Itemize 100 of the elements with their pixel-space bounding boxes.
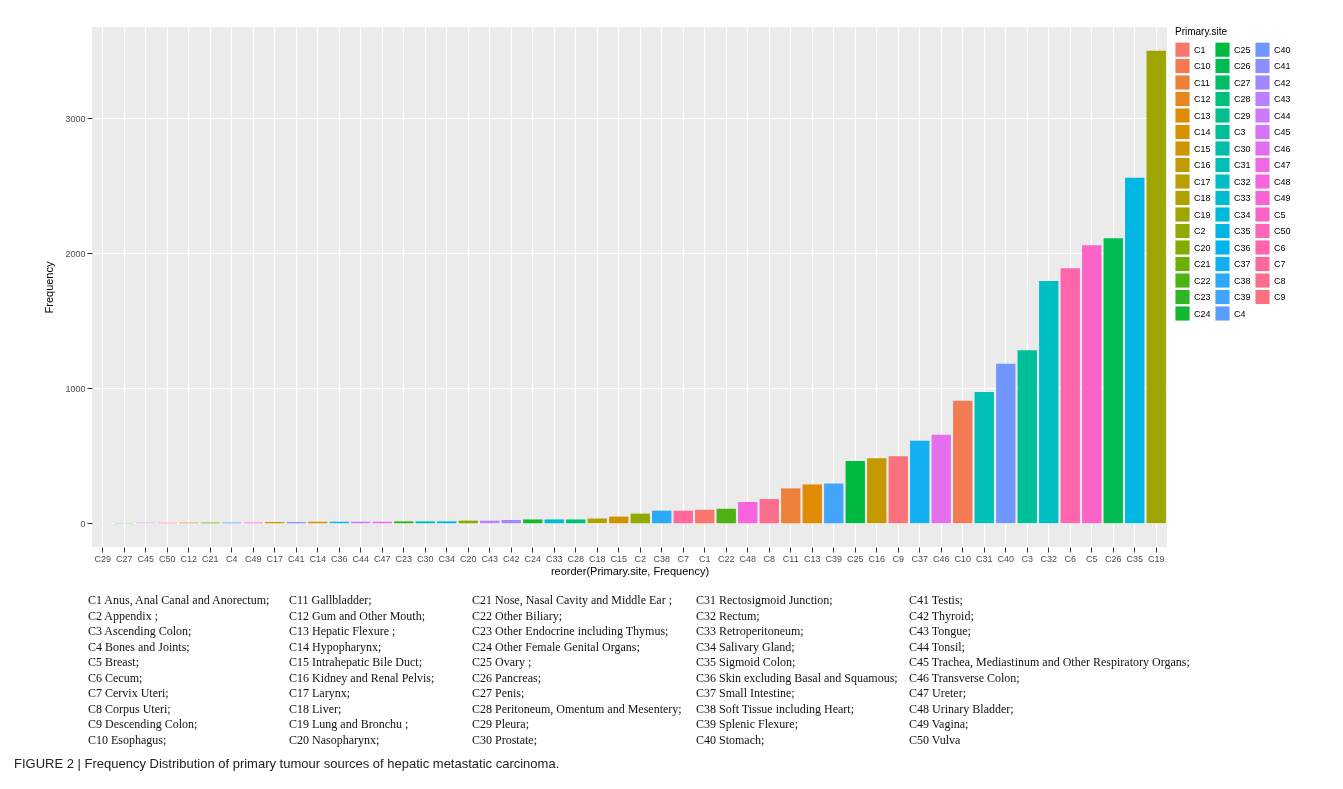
text: C37 Small Intestine;: [696, 686, 796, 702]
text: C50 Vulva: [909, 732, 962, 748]
text: C43 Tongue;: [909, 624, 972, 640]
x-tick-label: C8: [763, 553, 776, 564]
text: C11 Gallbladder;: [289, 593, 373, 609]
x-tick-label: C11: [782, 553, 799, 564]
legend-label: C10: [1194, 61, 1211, 71]
x-tick-label: C39: [825, 553, 843, 564]
text: C34 Salivary Gland;: [696, 639, 796, 655]
text: C23 Other Endocrine including Thymus;: [472, 624, 670, 640]
legend-label: C15: [1194, 143, 1211, 154]
text: C21 Nose, Nasal Cavity and Middle Ear ;: [472, 593, 673, 609]
x-tick-label: C43: [481, 553, 499, 564]
x-tick-label: C26: [1104, 553, 1122, 564]
text: C39 Splenic Flexure;: [696, 717, 799, 733]
legend-label: C43: [1274, 94, 1291, 104]
text: C35 Sigmoid Colon;: [696, 655, 797, 671]
text: C22 Other Biliary;: [472, 608, 563, 624]
legend-label: C14: [1194, 127, 1211, 137]
text: C24 Other Female Genital Organs;: [472, 639, 641, 655]
x-tick-label: C3: [1021, 553, 1034, 564]
text: C46 Transverse Colon;: [909, 670, 1021, 686]
text: C13 Hepatic Flexure ;: [289, 624, 397, 640]
text: C26 Pancreas;: [472, 670, 542, 686]
x-tick-label: C30: [416, 553, 434, 564]
text: C12 Gum and Other Mouth;: [289, 608, 426, 624]
legend-label: C6: [1274, 242, 1286, 253]
legend-label: C1: [1194, 44, 1206, 55]
x-tick-label: C33: [545, 553, 563, 564]
x-tick-label: C6: [1064, 553, 1077, 564]
x-tick-label: C9: [892, 553, 905, 564]
text: C36 Skin excluding Basal and Squamous;: [696, 670, 899, 686]
legend-label: C21: [1194, 259, 1211, 269]
text: C42 Thyroid;: [909, 608, 975, 624]
x-tick-label: C15: [610, 553, 628, 564]
legend-label: C36: [1234, 242, 1251, 253]
legend-label: C29: [1234, 110, 1251, 121]
x-tick-label: C41: [287, 553, 305, 564]
legend-label: C7: [1274, 259, 1286, 269]
text: C3 Ascending Colon;: [88, 624, 193, 640]
y-tick-label: 1000: [65, 383, 86, 394]
legend-label: C46: [1274, 143, 1291, 154]
y-tick-label: 0: [80, 518, 86, 529]
x-tick-label: C22: [717, 553, 735, 564]
text: C33 Retroperitoneum;: [696, 624, 805, 640]
x-tick-label: C46: [932, 553, 950, 564]
x-tick-label: C38: [653, 553, 671, 564]
text: C5 Breast;: [88, 655, 140, 671]
legend-label: C27: [1234, 77, 1251, 88]
legend-label: C49: [1274, 193, 1291, 203]
x-tick-label: C36: [330, 553, 348, 564]
x-tick-label: C18: [588, 553, 606, 564]
text: C45 Trachea, Mediastinum and Other Respiratory Organs;: [909, 655, 1190, 671]
legend-label: C13: [1194, 110, 1211, 121]
x-tick-label: C21: [201, 553, 219, 564]
legend-label: C28: [1234, 94, 1251, 104]
text: C38 Soft Tissue including Heart;: [696, 701, 855, 717]
text: C4 Bones and Joints;: [88, 639, 191, 655]
x-tick-label: C32: [1040, 553, 1058, 564]
legend-label: C20: [1194, 242, 1211, 253]
x-tick-label: C1: [698, 553, 711, 564]
text: C10 Esophagus;: [88, 732, 168, 748]
x-tick-label: C48: [739, 553, 757, 564]
legend-label: C9: [1274, 292, 1286, 302]
x-tick-label: C24: [524, 553, 542, 564]
text: C32 Rectum;: [696, 608, 761, 624]
text: C15 Intrahepatic Bile Duct;: [289, 655, 423, 671]
legend-label: C47: [1274, 160, 1291, 170]
x-tick-label: C16: [868, 553, 886, 564]
legend-label: C50: [1274, 226, 1291, 236]
y-axis-title: Frequency: [43, 261, 56, 314]
legend-label: C8: [1274, 275, 1286, 286]
x-tick-label: C37: [911, 553, 929, 564]
x-tick-label: C35: [1126, 553, 1144, 564]
legend-label: C22: [1194, 275, 1211, 286]
legend-label: C37: [1234, 259, 1251, 269]
text: C41 Testis;: [909, 593, 964, 609]
legend-label: C2: [1194, 226, 1206, 236]
legend-label: C24: [1194, 308, 1211, 319]
legend-label: C18: [1194, 193, 1211, 203]
x-tick-label: C19: [1147, 553, 1165, 564]
legend-label: C17: [1194, 176, 1211, 187]
x-tick-label: C25: [846, 553, 864, 564]
text: C17 Larynx;: [289, 686, 351, 702]
x-tick-label: C14: [309, 553, 327, 564]
text: C16 Kidney and Renal Pelvis;: [289, 670, 436, 686]
x-tick-label: C34: [438, 553, 456, 564]
legend-label: C34: [1234, 209, 1251, 220]
text: C28 Peritoneum, Omentum and Mesentery;: [472, 701, 683, 717]
legend-label: C42: [1274, 77, 1291, 88]
text: C49 Vagina;: [909, 717, 970, 733]
text: C8 Corpus Uteri;: [88, 701, 172, 717]
legend-label: C26: [1234, 61, 1251, 71]
legend-label: C44: [1274, 110, 1291, 121]
legend-label: C4: [1234, 308, 1246, 319]
text: C1 Anus, Anal Canal and Anorectum;: [88, 593, 271, 609]
x-tick-label: C4: [225, 553, 238, 564]
legend-label: C38: [1234, 275, 1251, 286]
text: C29 Pleura;: [472, 717, 530, 733]
text: C31 Rectosigmoid Junction;: [696, 593, 834, 609]
